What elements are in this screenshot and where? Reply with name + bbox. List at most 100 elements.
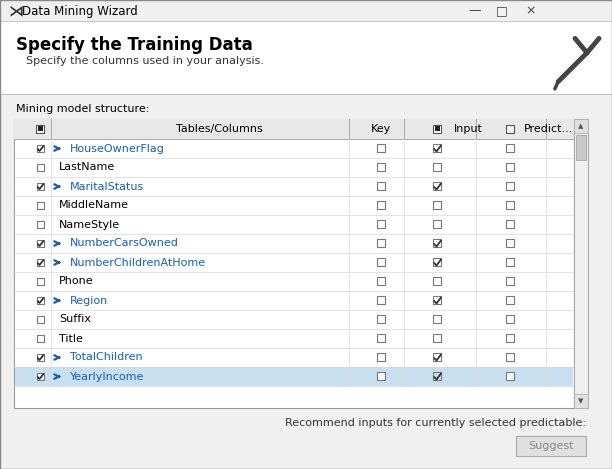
Bar xyxy=(433,354,441,362)
Bar xyxy=(433,278,441,286)
Text: Phone: Phone xyxy=(59,277,94,287)
Bar xyxy=(15,348,573,367)
Bar xyxy=(15,234,573,253)
Bar xyxy=(433,144,441,152)
Bar xyxy=(377,220,385,228)
Bar xyxy=(506,182,514,190)
Text: Region: Region xyxy=(70,295,108,305)
Bar xyxy=(433,164,441,172)
Bar xyxy=(506,164,514,172)
Bar xyxy=(377,182,385,190)
Bar xyxy=(576,135,586,160)
Bar xyxy=(435,127,439,131)
Bar xyxy=(15,196,573,215)
Bar xyxy=(433,296,441,304)
Bar xyxy=(506,220,514,228)
Bar xyxy=(516,436,586,456)
Text: MaritalStatus: MaritalStatus xyxy=(70,182,144,191)
Bar xyxy=(37,278,43,285)
Bar xyxy=(433,202,441,210)
Bar xyxy=(506,258,514,266)
Bar xyxy=(377,202,385,210)
Bar xyxy=(37,240,43,247)
Text: Input: Input xyxy=(454,124,483,134)
Bar xyxy=(574,119,588,133)
Bar xyxy=(433,182,441,190)
Bar xyxy=(433,316,441,324)
Bar xyxy=(506,144,514,152)
Text: Data Mining Wizard: Data Mining Wizard xyxy=(22,5,138,17)
Text: Specify the columns used in your analysis.: Specify the columns used in your analysi… xyxy=(26,56,264,66)
Bar xyxy=(506,125,514,133)
Bar xyxy=(506,296,514,304)
Text: □: □ xyxy=(496,5,508,17)
Bar xyxy=(15,329,573,348)
Bar xyxy=(37,335,43,342)
Bar xyxy=(506,202,514,210)
Bar xyxy=(377,372,385,380)
Bar xyxy=(37,316,43,323)
Bar xyxy=(433,334,441,342)
Bar xyxy=(15,177,573,196)
Bar xyxy=(15,291,573,310)
Text: NameStyle: NameStyle xyxy=(59,219,120,229)
Text: Recommend inputs for currently selected predictable:: Recommend inputs for currently selected … xyxy=(285,418,586,428)
Bar xyxy=(433,240,441,248)
Bar xyxy=(377,296,385,304)
Text: LastName: LastName xyxy=(59,162,115,173)
Bar xyxy=(377,144,385,152)
Bar xyxy=(15,272,573,291)
Bar xyxy=(506,316,514,324)
Text: MiddleName: MiddleName xyxy=(59,201,129,211)
Text: Key: Key xyxy=(371,124,391,134)
Bar xyxy=(37,354,43,361)
Bar xyxy=(433,220,441,228)
Bar xyxy=(15,310,573,329)
Text: Suggest: Suggest xyxy=(528,441,574,451)
Bar xyxy=(37,221,43,228)
Bar xyxy=(14,119,574,408)
Bar xyxy=(14,119,574,139)
Bar xyxy=(0,21,612,22)
Bar xyxy=(433,125,441,133)
Bar xyxy=(506,334,514,342)
Text: Specify the Training Data: Specify the Training Data xyxy=(16,36,253,54)
Bar xyxy=(15,158,573,177)
Bar xyxy=(37,183,43,190)
Bar xyxy=(377,354,385,362)
Bar xyxy=(506,240,514,248)
Bar xyxy=(506,372,514,380)
Text: Suffix: Suffix xyxy=(59,315,91,325)
Bar xyxy=(0,0,612,22)
Bar xyxy=(37,259,43,266)
Bar xyxy=(37,127,42,131)
Text: NumberChildrenAtHome: NumberChildrenAtHome xyxy=(70,257,206,267)
Bar xyxy=(377,334,385,342)
Bar xyxy=(0,96,612,469)
Text: ▼: ▼ xyxy=(578,398,584,404)
Bar xyxy=(37,373,43,380)
Bar xyxy=(506,278,514,286)
Text: NumberCarsOwned: NumberCarsOwned xyxy=(70,239,179,249)
Bar xyxy=(574,394,588,408)
Text: HouseOwnerFlag: HouseOwnerFlag xyxy=(70,144,165,153)
Text: —: — xyxy=(469,5,481,17)
Text: Tables/Columns: Tables/Columns xyxy=(176,124,263,134)
Bar xyxy=(506,354,514,362)
Bar xyxy=(15,215,573,234)
Bar xyxy=(377,316,385,324)
Bar xyxy=(37,297,43,304)
Text: ▲: ▲ xyxy=(578,123,584,129)
Bar xyxy=(0,94,612,96)
Bar xyxy=(0,22,612,94)
Bar xyxy=(37,145,43,152)
Bar xyxy=(37,202,43,209)
Text: ⋊: ⋊ xyxy=(8,3,23,18)
Bar xyxy=(36,125,44,133)
Bar xyxy=(377,278,385,286)
Bar xyxy=(15,253,573,272)
Text: YearlyIncome: YearlyIncome xyxy=(70,371,144,381)
Bar xyxy=(377,164,385,172)
Bar xyxy=(15,367,573,386)
Bar xyxy=(433,372,441,380)
